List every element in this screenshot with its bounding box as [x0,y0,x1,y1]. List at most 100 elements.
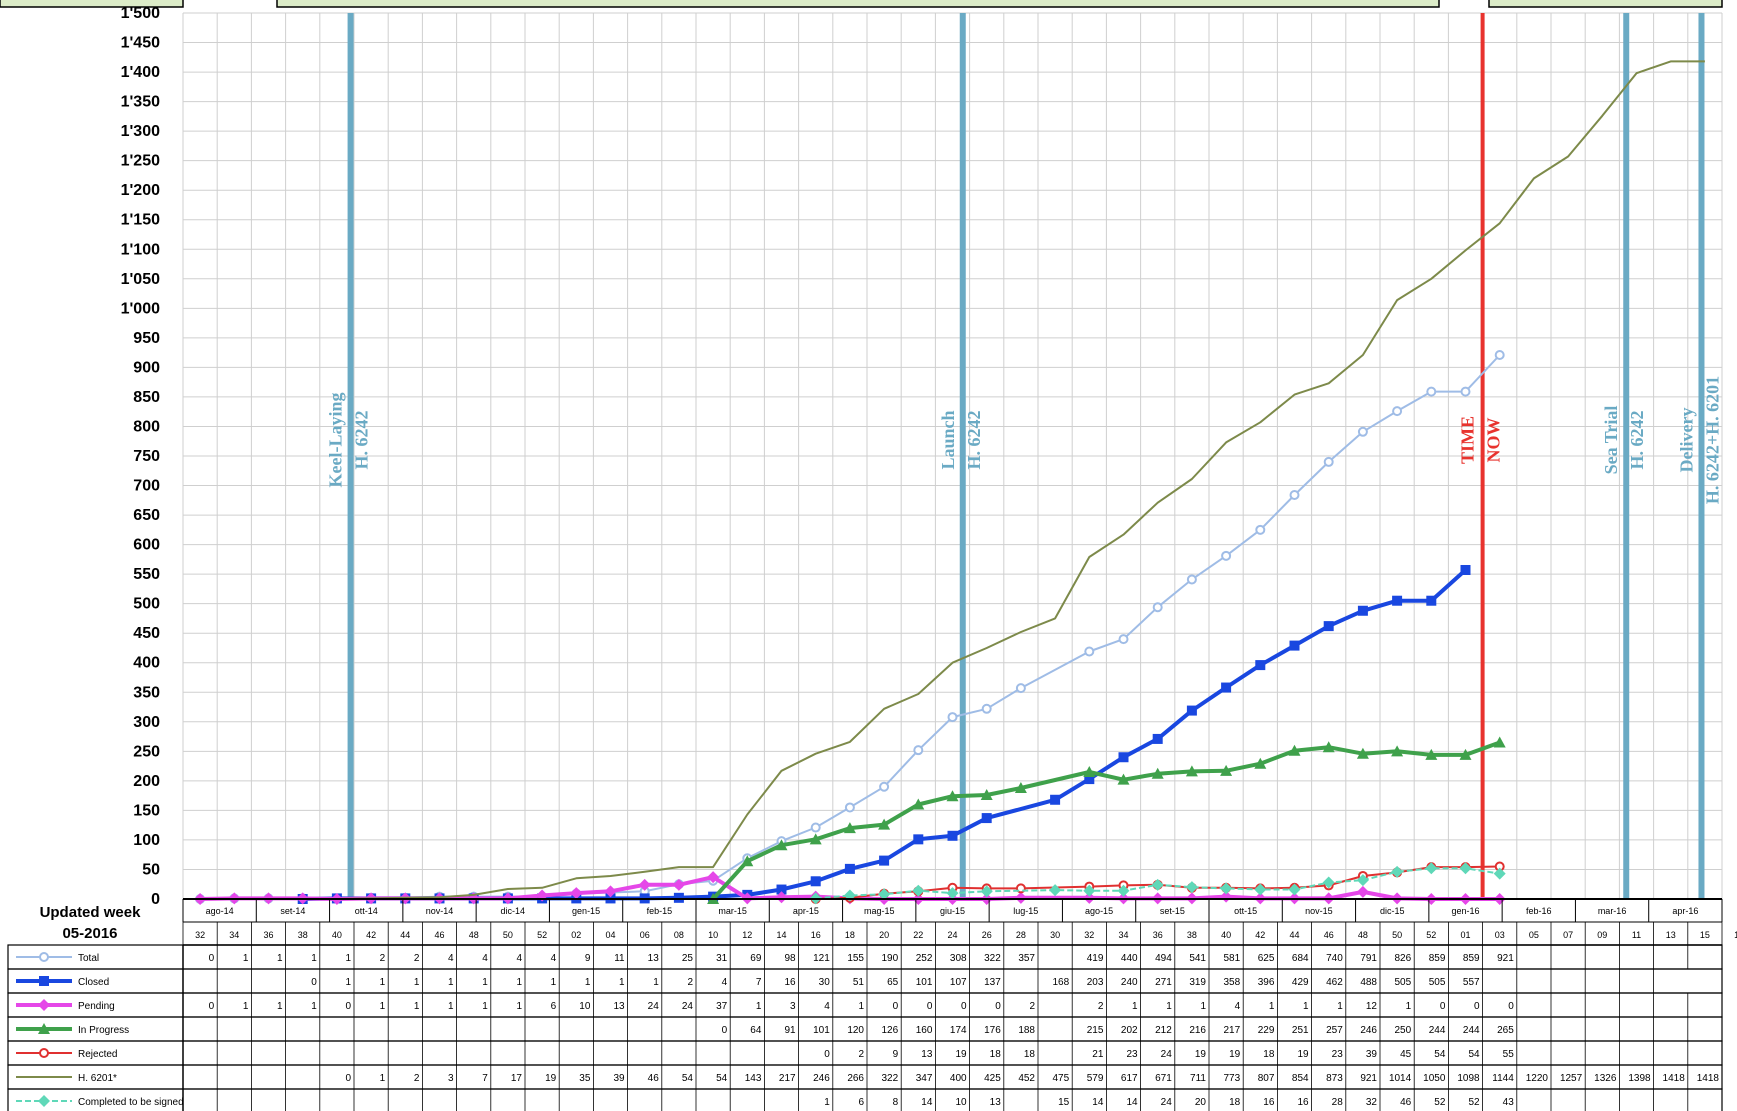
table-cell: 43 [1503,1097,1515,1108]
data-point [39,976,49,986]
table-cell: 684 [1292,953,1309,964]
table-cell: 11 [614,953,625,964]
table-cell: 358 [1224,977,1241,988]
month-label: nov-15 [1305,906,1333,916]
data-point [1117,773,1130,785]
month-label: lug-15 [1013,906,1038,916]
table-row [7,992,1723,1018]
table-cell: 357 [1018,953,1035,964]
table-cell: 46 [648,1073,660,1084]
table-cell: 14 [1092,1097,1104,1108]
data-point [913,834,924,845]
y-tick-label: 850 [133,389,160,406]
plot-grid [182,12,1723,900]
data-point [913,745,924,756]
y-tick-label: 450 [133,625,160,642]
milestone-sublabel: H. 6242+H. 6201 [1702,376,1722,504]
legend-label: In Progress [78,1025,129,1036]
data-point [843,822,856,834]
table-cell: 1 [277,1001,283,1012]
table-cell: 1 [1132,1001,1138,1012]
table-cell: 257 [1326,1025,1343,1036]
week-label: 46 [434,930,444,940]
table-cell: 18 [1024,1049,1036,1060]
table-cell: 859 [1463,953,1480,964]
week-label: 05 [1529,930,1539,940]
y-tick-label: 400 [133,655,160,672]
milestone-sublabel: H. 6242 [1627,410,1647,469]
data-point [1220,882,1233,895]
week-label: 44 [1289,930,1299,940]
data-point [1255,524,1266,535]
table-cell: 265 [1497,1025,1514,1036]
table-cell: 440 [1121,953,1138,964]
table-cell: 23 [1332,1049,1344,1060]
data-point [775,891,788,904]
series-total [195,349,1505,904]
data-point [776,884,787,895]
week-label: 36 [263,930,273,940]
table-cell: 2 [1029,1001,1035,1012]
week-label: 40 [1221,930,1231,940]
table-cell: 671 [1155,1073,1172,1084]
data-table: ago-14 set-14 ott-14 nov-14 dic-14 gen-15 feb-… [7,898,1737,1111]
legend-label: H. 6201* [78,1073,117,1084]
data-point [1392,595,1403,606]
table-cell: 1 [414,1001,420,1012]
data-point [1049,884,1062,897]
month-label: ott-14 [355,906,378,916]
table-cell: 25 [682,953,694,964]
data-point [947,712,958,723]
table-cell: 217 [779,1073,796,1084]
week-label: 07 [1563,930,1573,940]
data-point [1221,682,1232,693]
month-label: mar-15 [718,906,747,916]
table-cell: 1 [516,1001,522,1012]
table-cell: 229 [1258,1025,1275,1036]
week-label: 28 [1016,930,1026,940]
data-point [1289,489,1300,500]
milestone-label: Delivery [1676,408,1696,473]
table-cell: 24 [1161,1097,1173,1108]
data-point [1151,878,1164,891]
table-cell: 176 [984,1025,1001,1036]
table-cell: 0 [1508,1001,1514,1012]
table-cell: 52 [1434,1097,1446,1108]
series-line [302,568,1467,901]
table-cell: 240 [1121,977,1138,988]
table-cell: 1 [277,953,283,964]
week-label: 26 [982,930,992,940]
data-point [1425,748,1438,760]
y-tick-label: 900 [133,359,160,376]
table-cell: 55 [1503,1049,1515,1060]
month-label: gen-16 [1451,906,1479,916]
week-label: 04 [605,930,615,940]
data-point [1392,406,1403,417]
table-cell: 16 [1263,1097,1275,1108]
data-point [1391,745,1404,757]
table-cell: 1 [516,977,522,988]
table-cell: 462 [1326,977,1343,988]
y-tick-label: 50 [142,861,160,878]
table-cell: 1098 [1457,1073,1480,1084]
y-tick-label: 800 [133,418,160,435]
table-cell: 18 [990,1049,1002,1060]
y-tick-label: 1'200 [121,182,161,199]
week-label: 50 [1392,930,1402,940]
table-cell: 1418 [1697,1073,1720,1084]
table-cell: 1 [311,1001,317,1012]
data-point [912,798,925,810]
week-label: 42 [1255,930,1265,940]
week-label: 08 [674,930,684,940]
table-cell: 1 [345,953,351,964]
table-cell: 859 [1429,953,1446,964]
table-cell: 1050 [1423,1073,1446,1084]
table-cell: 28 [1332,1097,1344,1108]
data-point [1493,867,1506,880]
table-cell: 98 [784,953,796,964]
data-point [1083,884,1096,897]
table-cell: 617 [1121,1073,1138,1084]
y-tick-label: 1'000 [121,300,161,317]
table-cell: 921 [1360,1073,1377,1084]
table-cell: 107 [950,977,967,988]
